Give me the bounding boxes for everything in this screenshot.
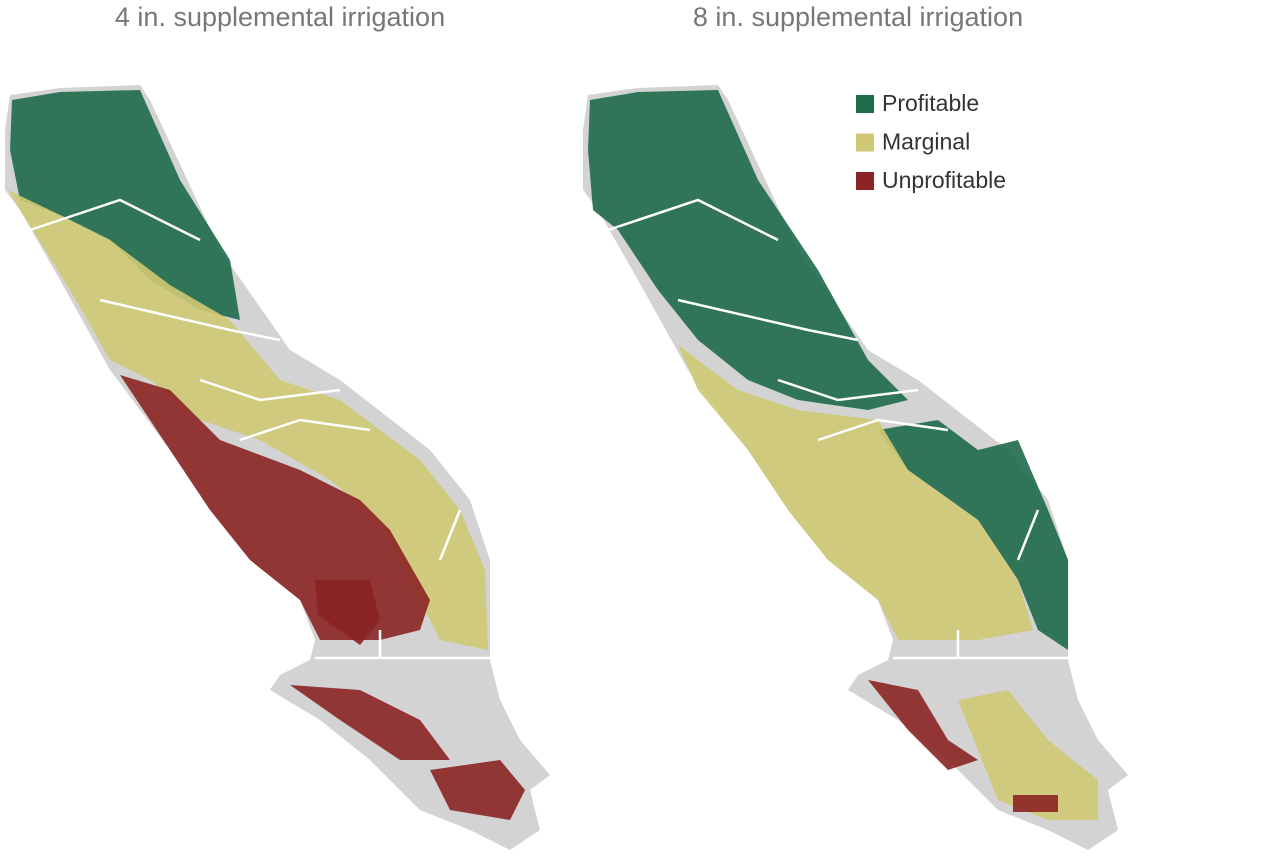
map-title: 4 in. supplemental irrigation bbox=[115, 2, 445, 32]
region bbox=[678, 345, 1033, 640]
region bbox=[868, 680, 978, 770]
region bbox=[1013, 795, 1058, 812]
legend-label: Profitable bbox=[882, 90, 979, 116]
region bbox=[10, 90, 240, 320]
region bbox=[120, 375, 430, 640]
legend-swatch bbox=[856, 172, 874, 190]
region bbox=[878, 420, 1068, 650]
map-left bbox=[5, 85, 550, 850]
legend-label: Unprofitable bbox=[882, 167, 1006, 193]
map-title: 8 in. supplemental irrigation bbox=[693, 2, 1023, 32]
legend-swatch bbox=[856, 95, 874, 113]
map-right bbox=[583, 85, 1128, 850]
region bbox=[315, 580, 380, 645]
region bbox=[8, 190, 488, 650]
region bbox=[290, 685, 450, 760]
legend-label: Marginal bbox=[882, 129, 970, 155]
region bbox=[958, 690, 1098, 820]
region bbox=[588, 90, 908, 410]
legend: Profitable Marginal Unprofitable bbox=[856, 90, 1006, 193]
region bbox=[430, 760, 525, 820]
legend-swatch bbox=[856, 133, 874, 152]
